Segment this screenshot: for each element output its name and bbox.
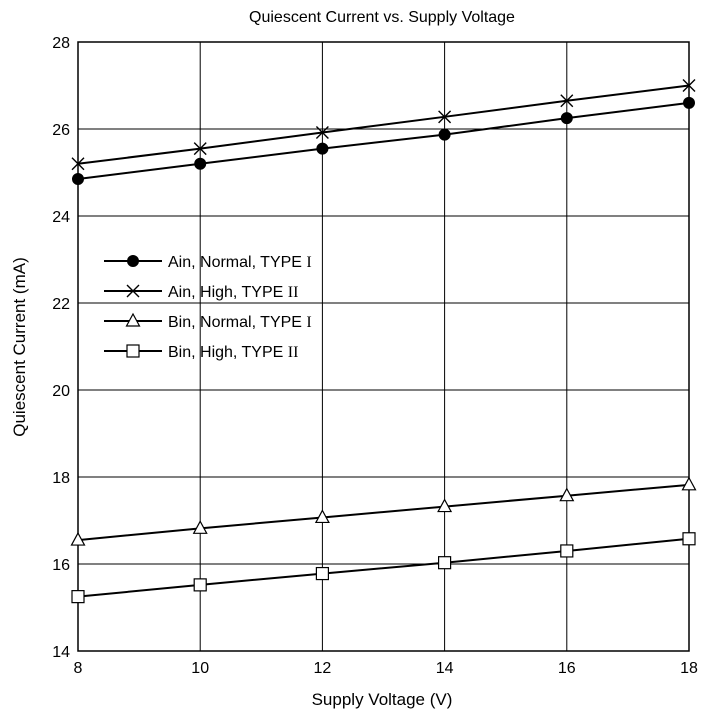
- y-tick-label: 14: [52, 644, 70, 661]
- data-point-filled-circle: [194, 157, 207, 170]
- tick-labels: 8 10 12 14 16 18 14 16 18 20 22 24 26 28: [52, 35, 698, 677]
- data-point-cross: [126, 284, 140, 298]
- x-tick-label: 12: [314, 660, 332, 677]
- data-point-open-square: [682, 532, 696, 546]
- data-point-open-triangle: [125, 312, 141, 327]
- data-point-open-triangle: [70, 531, 86, 546]
- plot-frame: [77, 41, 690, 652]
- series-group: [70, 79, 697, 604]
- series-line: [77, 537, 690, 598]
- data-point-open-square: [193, 578, 207, 592]
- data-point-open-square: [438, 556, 452, 570]
- data-point-open-triangle: [314, 509, 330, 524]
- legend-item: Ain, Normal, TYPE I: [104, 254, 312, 271]
- data-point-cross: [682, 79, 696, 92]
- series-line: [77, 101, 690, 181]
- series-line: [77, 84, 690, 165]
- legend-item: Ain, High, TYPE II: [104, 284, 298, 301]
- series-3: [71, 532, 696, 604]
- x-tick-label: 14: [436, 660, 454, 677]
- legend-label: Ain, Normal, TYPE I: [168, 254, 312, 271]
- legend-label: Bin, High, TYPE II: [168, 344, 298, 361]
- data-point-cross: [193, 142, 207, 156]
- x-tick-label: 10: [191, 660, 209, 677]
- y-tick-label: 28: [52, 35, 70, 52]
- x-tick-label: 8: [74, 660, 83, 677]
- chart-title: Quiescent Current vs. Supply Voltage: [249, 9, 515, 26]
- y-tick-label: 16: [52, 557, 70, 574]
- y-axis-label: Quiescent Current (mA): [10, 257, 29, 437]
- series-2: [70, 476, 697, 546]
- data-point-open-triangle: [437, 498, 453, 513]
- data-point-open-triangle: [559, 487, 575, 502]
- legend-item: Bin, High, TYPE II: [104, 344, 298, 361]
- y-tick-label: 26: [52, 122, 70, 139]
- x-tick-label: 18: [680, 660, 698, 677]
- data-point-cross: [71, 157, 85, 171]
- y-tick-label: 20: [52, 383, 70, 400]
- data-point-open-triangle: [192, 520, 208, 534]
- series-line: [77, 483, 690, 542]
- data-point-filled-circle: [683, 96, 695, 109]
- data-point-filled-circle: [127, 255, 139, 267]
- y-tick-label: 18: [52, 470, 70, 487]
- data-point-cross: [438, 110, 452, 124]
- grid: [77, 41, 690, 652]
- data-point-open-triangle: [681, 476, 697, 491]
- data-point-cross: [315, 125, 329, 139]
- legend: Ain, Normal, TYPE I Ain, High, TYPE II Bin…: [104, 254, 312, 361]
- data-point-open-square: [315, 566, 329, 581]
- data-point-filled-circle: [438, 128, 451, 141]
- y-tick-label: 24: [52, 209, 70, 226]
- data-point-cross: [560, 94, 574, 108]
- legend-label: Bin, Normal, TYPE I: [168, 314, 312, 331]
- legend-label: Ain, High, TYPE II: [168, 284, 298, 301]
- y-tick-label: 22: [52, 296, 70, 313]
- legend-item: Bin, Normal, TYPE I: [104, 312, 312, 331]
- x-axis-label: Supply Voltage (V): [312, 690, 453, 709]
- data-point-filled-circle: [72, 173, 84, 186]
- data-point-open-square: [560, 544, 574, 558]
- data-point-open-square: [126, 344, 140, 358]
- data-point-open-square: [71, 590, 85, 604]
- data-point-filled-circle: [316, 142, 329, 155]
- series-0: [72, 96, 695, 186]
- series-1: [71, 79, 696, 171]
- x-tick-label: 16: [558, 660, 576, 677]
- data-point-filled-circle: [560, 112, 573, 125]
